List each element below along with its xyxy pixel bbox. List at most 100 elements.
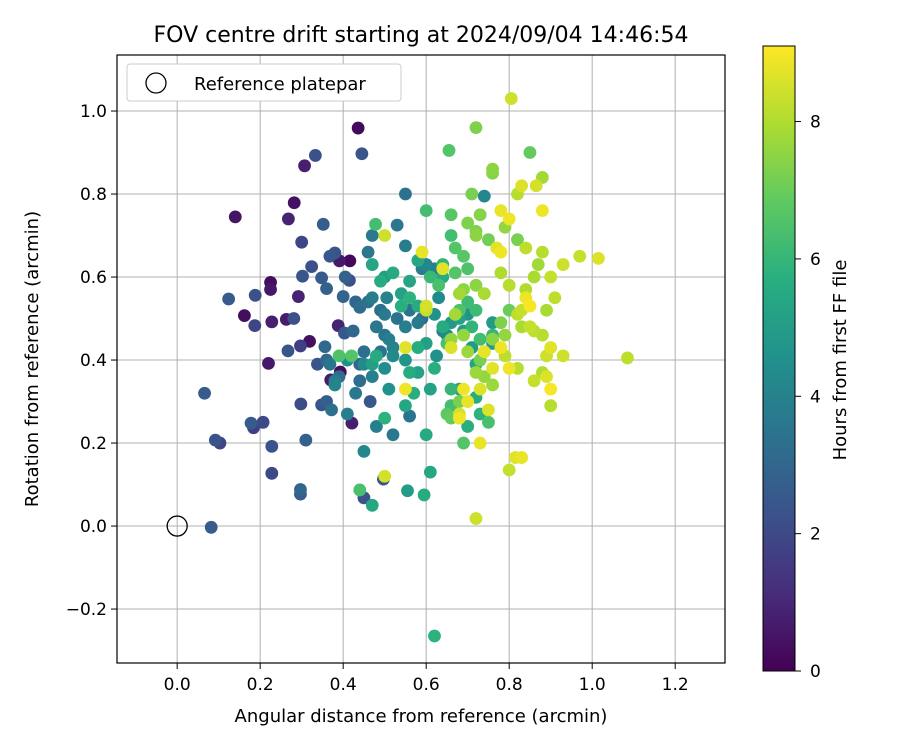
- data-point: [457, 249, 470, 263]
- data-point: [419, 428, 433, 442]
- data-point: [403, 274, 416, 288]
- data-point: [511, 233, 524, 247]
- reference-marker-layer: [166, 515, 188, 537]
- data-point: [523, 299, 537, 313]
- data-point: [461, 420, 475, 433]
- data-point: [386, 349, 400, 363]
- y-axis-ticks: −0.2 0.0 0.2 0.4 0.6 0.8 1.0: [66, 102, 117, 620]
- data-point: [338, 270, 352, 284]
- data-point: [361, 245, 375, 259]
- data-point: [323, 357, 337, 371]
- data-point: [494, 204, 508, 218]
- data-point: [423, 382, 437, 396]
- data-point: [448, 266, 462, 280]
- data-point: [365, 229, 379, 242]
- data-point: [294, 397, 308, 411]
- data-point: [244, 416, 258, 430]
- colorbar-tick-label: 2: [810, 525, 821, 545]
- data-point: [291, 290, 305, 303]
- data-point: [442, 144, 456, 157]
- data-point: [430, 349, 443, 363]
- data-point: [378, 361, 392, 375]
- data-point: [399, 320, 412, 334]
- data-point: [378, 307, 392, 321]
- data-point: [419, 204, 433, 218]
- grid-lines: [117, 55, 725, 663]
- x-tick-label: 1.2: [662, 675, 689, 695]
- data-point: [448, 307, 462, 321]
- data-point: [457, 382, 470, 396]
- data-point: [386, 266, 400, 280]
- data-point: [399, 382, 412, 396]
- data-point: [382, 382, 396, 396]
- data-point: [519, 241, 533, 255]
- data-point: [403, 366, 416, 379]
- data-point: [394, 299, 408, 313]
- data-point: [592, 251, 605, 265]
- colorbar-tick-label: 6: [810, 250, 821, 270]
- data-point: [357, 444, 371, 458]
- data-point: [336, 290, 350, 303]
- x-tick-label: 1.0: [579, 675, 606, 695]
- data-point: [294, 339, 307, 353]
- x-tick-label: 0.6: [413, 675, 440, 695]
- data-point: [299, 433, 313, 447]
- data-point: [465, 187, 479, 201]
- data-point: [469, 512, 483, 525]
- data-point: [399, 341, 412, 354]
- data-point: [498, 328, 512, 342]
- data-point: [486, 361, 499, 375]
- data-point: [248, 288, 262, 302]
- colorbar-label: Hours from first FF file: [830, 260, 851, 461]
- data-point: [444, 229, 458, 242]
- data-point: [535, 204, 549, 218]
- data-point: [423, 270, 437, 284]
- colorbar-ticks: 0 2 4 6 8: [795, 113, 821, 682]
- data-point: [417, 488, 431, 502]
- data-point: [238, 309, 251, 323]
- data-point: [357, 345, 371, 359]
- data-point: [228, 210, 242, 224]
- data-point: [469, 278, 483, 292]
- y-tick-label: 0.8: [80, 185, 107, 205]
- data-point: [621, 351, 634, 365]
- x-tick-label: 0.8: [496, 675, 523, 695]
- data-point: [369, 320, 383, 334]
- data-point: [264, 283, 277, 296]
- data-point: [494, 316, 508, 330]
- data-point: [399, 353, 412, 367]
- data-point: [432, 291, 446, 305]
- data-point: [436, 262, 450, 276]
- y-tick-label: 0.2: [80, 434, 107, 454]
- legend-label: Reference platepar: [194, 74, 366, 95]
- data-point: [287, 196, 301, 210]
- data-point: [502, 278, 516, 292]
- data-point: [265, 439, 279, 453]
- data-point: [282, 212, 295, 226]
- data-point: [378, 469, 392, 483]
- data-point: [469, 121, 483, 135]
- x-tick-label: 0.0: [164, 675, 191, 695]
- data-point: [208, 433, 222, 447]
- data-point: [504, 92, 518, 105]
- scatter-points: [198, 92, 634, 643]
- data-point: [353, 483, 367, 497]
- data-point: [325, 403, 338, 417]
- y-tick-label: 0.4: [80, 351, 107, 371]
- data-point: [403, 291, 416, 305]
- data-point: [469, 303, 483, 317]
- data-point: [477, 287, 491, 301]
- data-point: [378, 411, 392, 425]
- data-point: [502, 212, 516, 226]
- data-point: [494, 341, 508, 354]
- data-point: [340, 407, 354, 421]
- data-point: [198, 386, 211, 400]
- data-point: [482, 233, 495, 247]
- data-point: [544, 382, 558, 396]
- data-point: [457, 328, 470, 342]
- data-point: [544, 399, 558, 413]
- data-point: [486, 162, 499, 176]
- data-point: [345, 349, 358, 363]
- data-point: [294, 483, 307, 496]
